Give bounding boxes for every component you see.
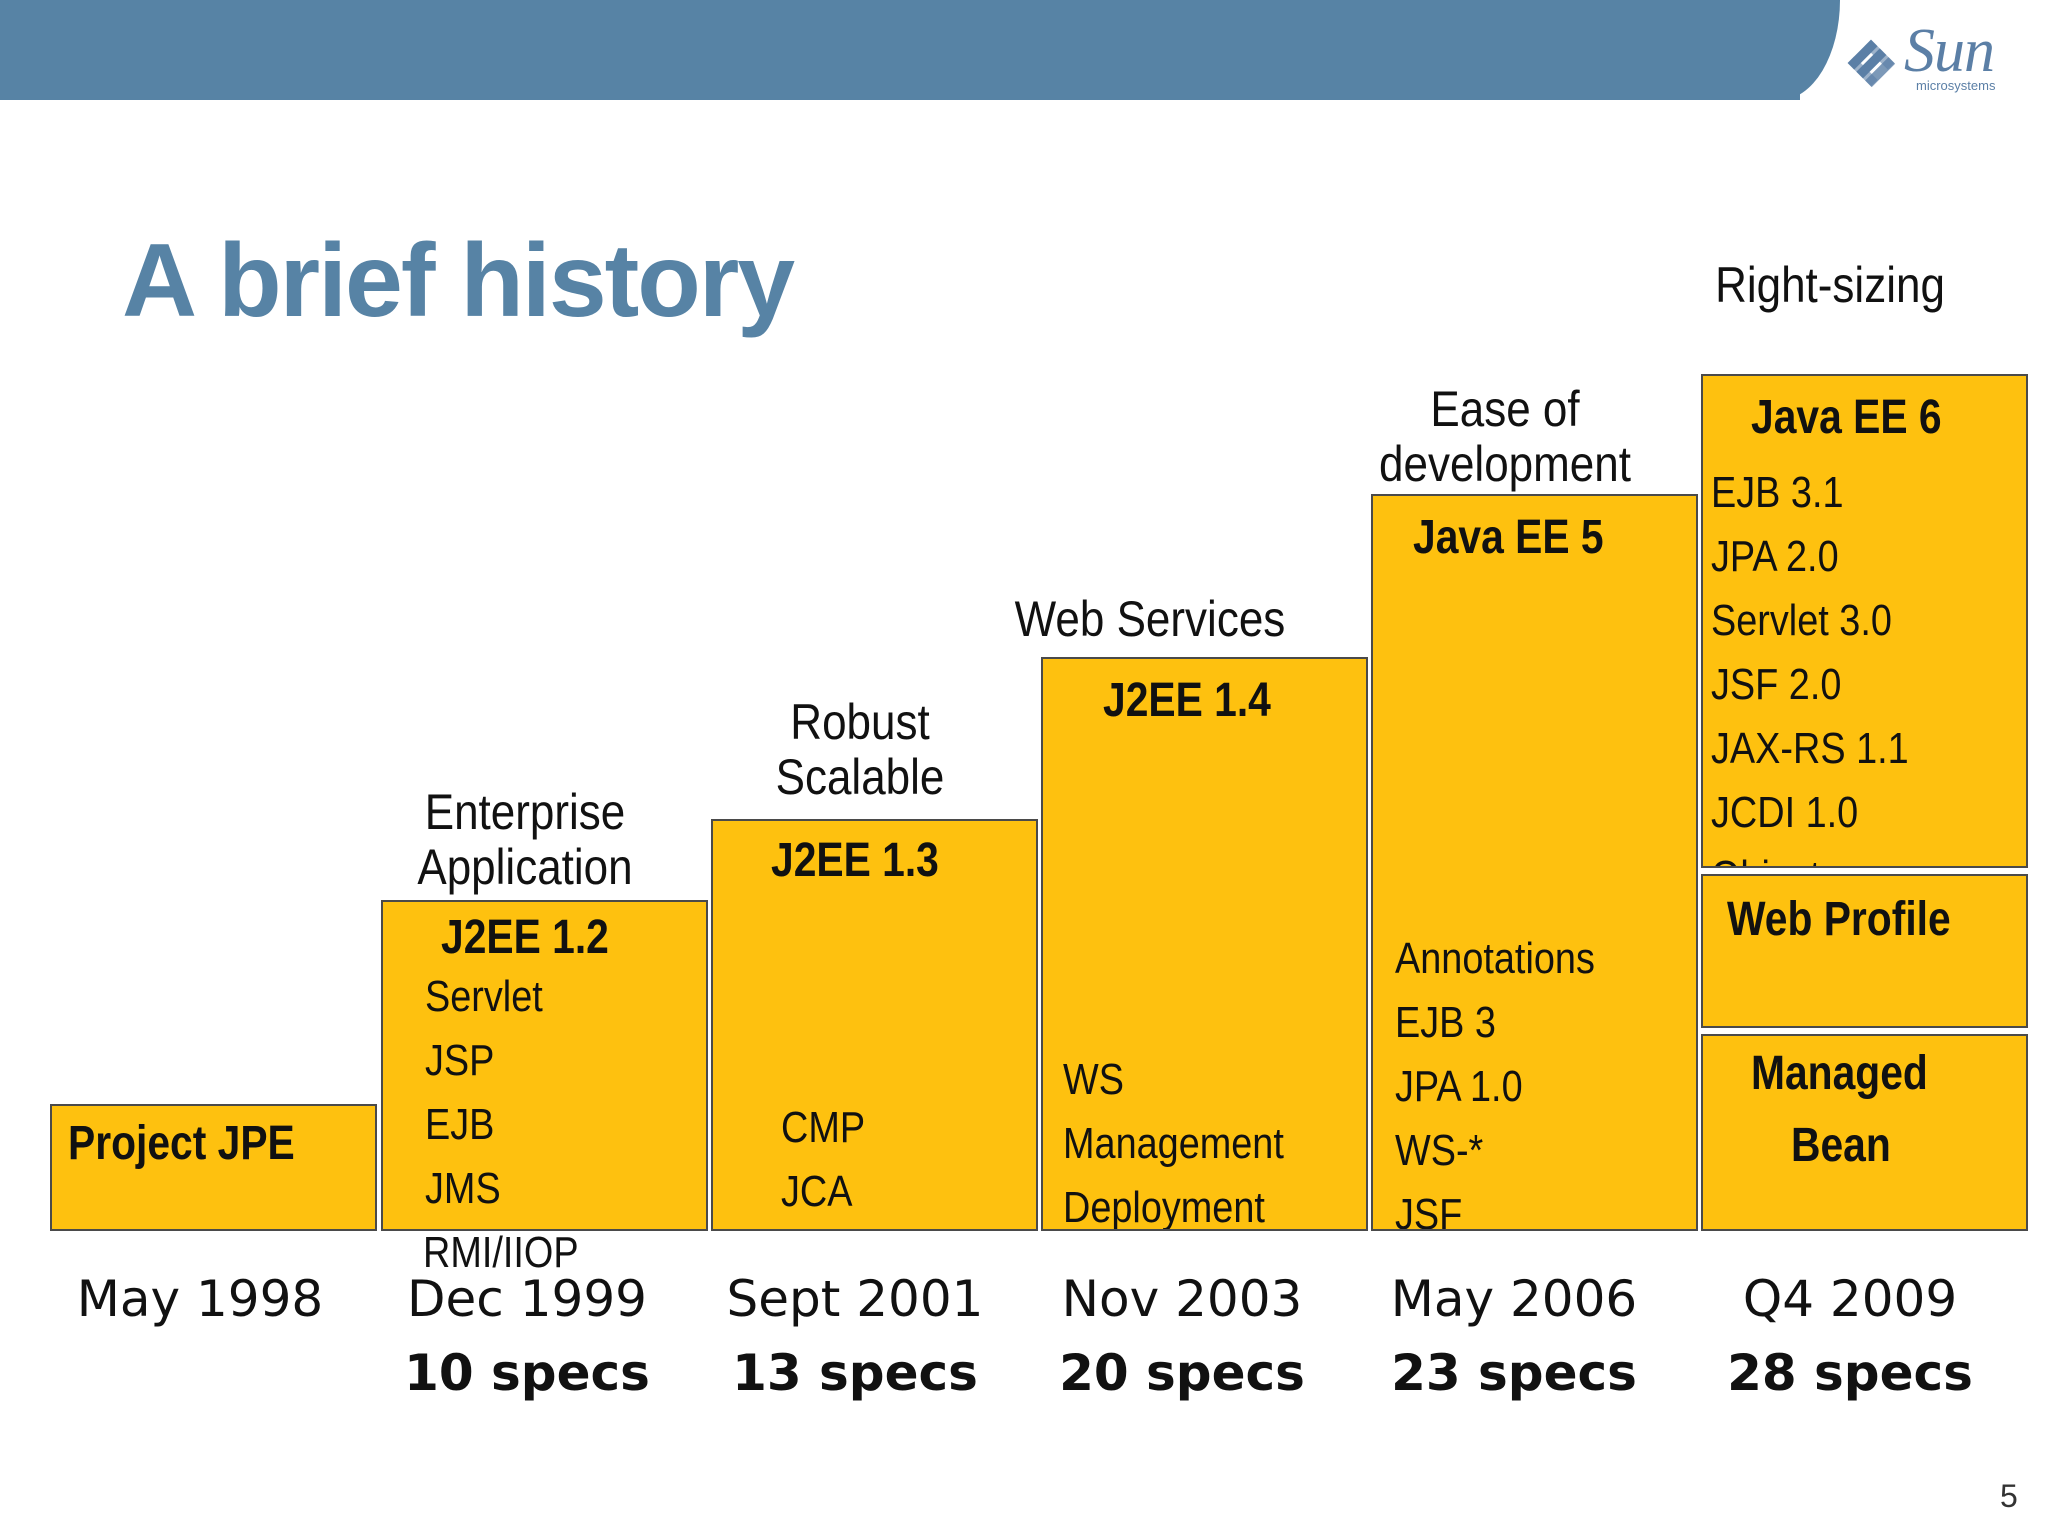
caption-line: development — [1379, 436, 1631, 492]
caption-line: Application — [417, 839, 633, 895]
spec-item: JSP — [425, 1036, 495, 1085]
box-title: J2EE 1.4 — [1103, 674, 1271, 727]
spec-count: 10 specs — [404, 1344, 650, 1402]
caption-j2ee12: Enterprise Application — [411, 785, 640, 895]
spec-item: EJB 3.1 — [1711, 468, 1844, 517]
caption-j2ee13: Robust Scalable — [754, 695, 965, 805]
box-title: Managed — [1751, 1047, 1928, 1100]
release-date: May 2006 — [1390, 1270, 1638, 1328]
spec-item: JCDI 1.0 — [1711, 788, 1859, 837]
box-project-jpe: Project JPE — [50, 1104, 377, 1231]
spec-item: Servlet — [425, 972, 543, 1021]
release-date: Nov 2003 — [1061, 1270, 1303, 1328]
release-date: Q4 2009 — [1742, 1270, 1958, 1328]
box-title: J2EE 1.2 — [441, 911, 609, 964]
caption-j2ee14: Web Services — [1009, 592, 1291, 647]
caption-line: Robust — [790, 694, 930, 750]
box-title: Bean — [1791, 1119, 1891, 1172]
caption-line: Web Services — [1014, 591, 1286, 647]
box-j2ee-1-4: J2EE 1.4 WS Management Deployment — [1041, 657, 1368, 1231]
caption-line: Scalable — [775, 749, 945, 805]
release-date: Dec 1999 — [407, 1270, 647, 1328]
spec-item-overflow: RMI/IIOP — [423, 1228, 579, 1277]
spec-item: EJB 3 — [1395, 998, 1496, 1047]
page-number: 5 — [2000, 1478, 2018, 1514]
caption-line: Right-sizing — [1715, 257, 1945, 313]
box-title: Project JPE — [68, 1117, 295, 1170]
spec-item: JMS — [425, 1164, 501, 1213]
slide-title: A brief history — [122, 223, 795, 339]
box-java-ee-5: Java EE 5 Annotations EJB 3 JPA 1.0 WS-*… — [1371, 494, 1698, 1231]
caption-javaee6: Right-sizing — [1707, 258, 1953, 313]
spec-item: JPA 1.0 — [1395, 1062, 1523, 1111]
logo-word: Sun — [1904, 17, 1995, 85]
spec-item: Management — [1063, 1119, 1284, 1168]
spec-item: JSF — [1395, 1190, 1463, 1231]
header-bar — [0, 0, 1800, 100]
box-java-ee-6: Java EE 6 EJB 3.1 JPA 2.0 Servlet 3.0 JS… — [1701, 374, 2028, 868]
release-date: May 1998 — [76, 1270, 324, 1328]
box-title: J2EE 1.3 — [771, 834, 939, 887]
release-date: Sept 2001 — [726, 1270, 984, 1328]
box-managed-bean: Managed Bean — [1701, 1034, 2028, 1231]
spec-item: WS — [1063, 1055, 1124, 1104]
box-title: Web Profile — [1727, 893, 1951, 946]
caption-javaee5: Ease of development — [1360, 382, 1650, 492]
spec-item: Annotations — [1395, 934, 1595, 983]
spec-item: EJB — [425, 1100, 495, 1149]
sun-logo: Sun microsystems — [1840, 17, 2020, 102]
caption-line: Enterprise — [424, 784, 626, 840]
box-j2ee-1-3: J2EE 1.3 CMP JCA — [711, 819, 1038, 1231]
spec-item: Servlet 3.0 — [1711, 596, 1892, 645]
spec-count: 13 specs — [732, 1344, 978, 1402]
spec-item: Object — [1711, 852, 1820, 866]
spec-item: JAX-RS 1.1 — [1711, 724, 1909, 773]
sun-logo-icon — [1847, 39, 1896, 88]
spec-item: WS-* — [1395, 1126, 1484, 1175]
caption-line: Ease of — [1430, 381, 1580, 437]
box-title: Java EE 6 — [1751, 391, 1942, 444]
spec-item: JSF 2.0 — [1711, 660, 1842, 709]
box-web-profile: Web Profile — [1701, 874, 2028, 1028]
spec-item: Deployment — [1063, 1183, 1265, 1231]
logo-subtext: microsystems — [1916, 78, 1996, 93]
spec-item: JPA 2.0 — [1711, 532, 1839, 581]
box-j2ee-1-2: J2EE 1.2 Servlet JSP EJB JMS — [381, 900, 708, 1231]
box-title: Java EE 5 — [1413, 511, 1604, 564]
spec-item: CMP — [781, 1103, 866, 1152]
spec-count: 28 specs — [1727, 1344, 1973, 1402]
header-bar-curve — [1760, 0, 1840, 100]
spec-count: 20 specs — [1059, 1344, 1305, 1402]
spec-item: JCA — [781, 1167, 853, 1216]
spec-count: 23 specs — [1391, 1344, 1637, 1402]
